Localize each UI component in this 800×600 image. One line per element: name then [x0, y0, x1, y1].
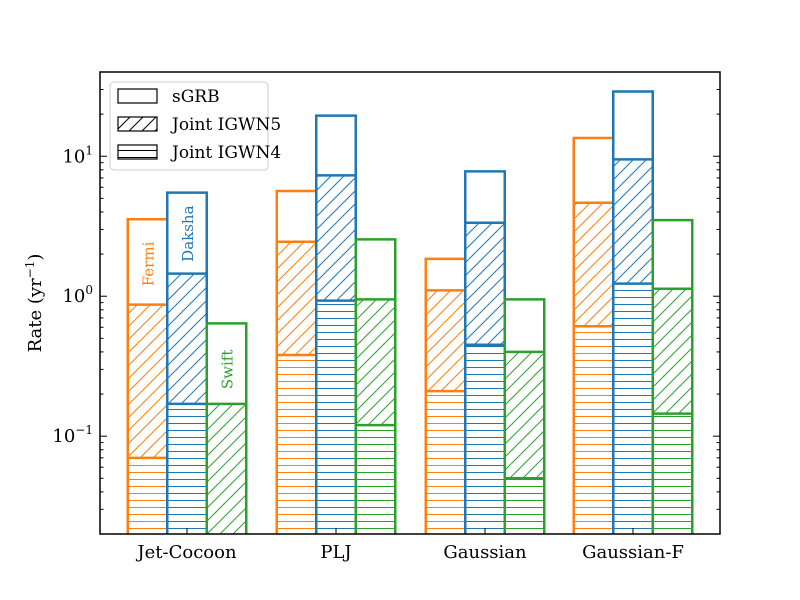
bar-igwn5-jet-cocoon-swift — [206, 403, 247, 534]
bar-sgrb-gaussian-f-swift — [651, 218, 694, 534]
y-axis-label: Rate (yr−1) — [23, 254, 46, 353]
y-axis: 10−1 100 101 — [52, 71, 720, 535]
bar-igwn4-plj-fermi — [276, 355, 317, 534]
legend-label: Joint IGWN4 — [170, 143, 281, 163]
y-tick-label: 100 — [62, 283, 93, 307]
annotation-fermi: Fermi — [140, 241, 158, 286]
bar-igwn5-plj-daksha — [316, 175, 356, 301]
bar-igwn5-jet-cocoon-daksha — [167, 273, 207, 404]
bar-igwn5-plj-swift — [355, 299, 396, 426]
bar-igwn5-gaussian-fermi — [425, 290, 466, 392]
bar-sgrb-jet-cocoon-swift — [205, 322, 248, 534]
bar-sgrb-gaussian-swift — [503, 298, 546, 534]
legend-swatch-diagonal-hatch — [117, 116, 158, 132]
annotation-swift: Swift — [219, 350, 237, 390]
y-tick-label: 101 — [62, 143, 93, 167]
bar-igwn5-gaussian-f-fermi — [573, 202, 614, 327]
bar-igwn5-gaussian-daksha — [465, 222, 505, 345]
bar-igwn4-jet-cocoon-daksha — [167, 403, 207, 534]
legend: sGRB Joint IGWN5 Joint IGWN4 — [109, 81, 281, 171]
x-tick-label: Jet-Cocoon — [135, 542, 237, 563]
bar-igwn4-gaussian-daksha — [465, 344, 505, 534]
bar-igwn5-gaussian-f-swift — [652, 288, 693, 414]
bars-layer — [126, 90, 694, 534]
x-tick-label: Gaussian — [443, 542, 527, 563]
y-tick-label: 10−1 — [52, 423, 93, 447]
bar-igwn4-gaussian-f-daksha — [613, 283, 653, 534]
bar-igwn4-gaussian-fermi — [425, 391, 466, 534]
bar-igwn4-gaussian-f-swift — [652, 413, 693, 534]
legend-label: sGRB — [172, 87, 220, 107]
bar-igwn4-plj-daksha — [316, 300, 356, 534]
x-tick-label: PLJ — [320, 542, 351, 563]
annotation-daksha: Daksha — [179, 205, 197, 261]
legend-swatch-open — [117, 88, 158, 104]
annotations-layer: Fermi Daksha Swift — [140, 205, 237, 389]
bar-igwn5-gaussian-swift — [504, 351, 545, 479]
bar-igwn5-gaussian-f-daksha — [613, 159, 653, 284]
bar-sgrb-plj-swift — [354, 238, 397, 534]
bar-igwn5-plj-fermi — [276, 241, 317, 356]
svg-text:Rate (yr−1): Rate (yr−1) — [23, 254, 46, 353]
x-tick-label: Gaussian-F — [582, 542, 684, 563]
bar-igwn4-jet-cocoon-fermi — [127, 457, 168, 534]
bar-igwn5-jet-cocoon-fermi — [127, 304, 168, 458]
legend-swatch-horizontal-hatch — [117, 144, 158, 160]
bar-igwn4-plj-swift — [355, 425, 396, 534]
bar-igwn4-gaussian-f-fermi — [573, 326, 614, 534]
bar-igwn4-gaussian-swift — [504, 478, 545, 534]
legend-label: Joint IGWN5 — [170, 115, 281, 135]
x-axis: Jet-Cocoon PLJ Gaussian Gaussian-F — [135, 528, 684, 563]
